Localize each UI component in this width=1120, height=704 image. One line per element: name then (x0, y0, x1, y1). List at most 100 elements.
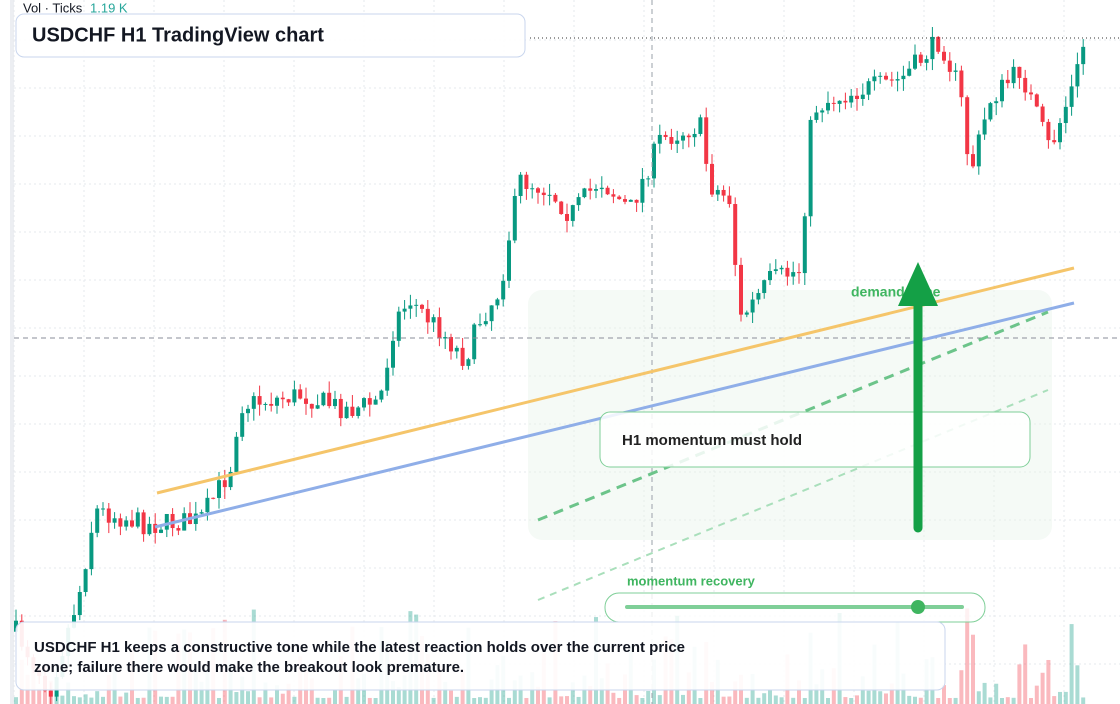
candle-body (628, 199, 633, 202)
candle-body (802, 216, 807, 274)
candle-body (141, 512, 146, 535)
volume-bar (814, 684, 819, 704)
candle-body (536, 188, 540, 193)
volume-bar (681, 694, 685, 704)
candle-body (199, 512, 204, 514)
candle-body (205, 497, 210, 513)
volume-bar (1011, 697, 1016, 704)
candle-body (727, 195, 732, 205)
candle-body (663, 134, 668, 138)
candle-body (855, 95, 859, 99)
volume-bar (971, 634, 975, 704)
volume-bar (779, 697, 784, 704)
candle-body (640, 178, 645, 203)
volume-bar (1052, 696, 1057, 704)
volume-bar (286, 683, 291, 704)
candle-body (89, 532, 94, 570)
candle-body (333, 398, 337, 407)
candle-body (831, 102, 836, 104)
candle-body (83, 569, 88, 593)
caption-box (15, 621, 946, 691)
candle-body (785, 267, 790, 277)
volume-bar (512, 680, 517, 704)
volume-bar (234, 692, 239, 704)
candle-body (48, 690, 53, 697)
candle-body (379, 390, 384, 400)
candle-body (744, 312, 749, 315)
candle-body (721, 189, 726, 196)
candle-body (994, 101, 999, 104)
candle-body (756, 293, 761, 300)
candle-body (292, 389, 297, 403)
volume-bar (367, 697, 372, 704)
volume-bar (275, 685, 279, 704)
candle-body (582, 188, 587, 198)
volume-bar (391, 681, 395, 704)
volume-bar (246, 691, 250, 704)
candle-body (913, 54, 917, 69)
candle-body (872, 76, 877, 82)
candle-body (971, 154, 975, 167)
candle-body (269, 403, 274, 406)
candle-body (182, 513, 187, 531)
candle-body (866, 81, 871, 95)
candle-body (965, 97, 970, 155)
candle-body (565, 214, 569, 221)
arrow-head (898, 262, 938, 306)
candle-body (95, 508, 100, 533)
candle-body (280, 397, 285, 400)
volume-bar (953, 697, 958, 704)
candle-body (860, 94, 865, 99)
candle-body (385, 367, 390, 391)
candle-body (437, 317, 442, 339)
volume-bar (1069, 624, 1074, 704)
candle-body (420, 304, 424, 309)
candle-body (124, 520, 129, 527)
volume-bar (449, 690, 453, 704)
volume-bar (257, 697, 262, 704)
candle-body (820, 110, 825, 113)
candle-body (947, 60, 952, 72)
candle-body (350, 406, 355, 416)
candle-body (489, 305, 494, 322)
candle-body (605, 187, 610, 195)
volume-bar (217, 697, 221, 704)
volume-bar (599, 678, 604, 704)
candle-body (704, 117, 709, 164)
candle-body (982, 119, 987, 135)
volume-bar (1000, 697, 1004, 704)
volume-bar (936, 697, 941, 704)
candle-body (710, 163, 714, 195)
candle-body (611, 194, 616, 197)
volume-bar (1023, 644, 1028, 704)
volume-bar (101, 696, 105, 704)
candle-body (791, 272, 796, 277)
volume-bar (43, 685, 47, 704)
candle-body (222, 480, 227, 488)
volume-bar (141, 697, 146, 704)
volume-bar (907, 695, 912, 704)
volume-bar (472, 697, 477, 704)
candle-body (895, 79, 900, 81)
volume-bar (443, 681, 448, 704)
volume-bar (315, 697, 320, 704)
candle-body (251, 396, 256, 409)
volume-bar (576, 696, 581, 704)
volume-bar (913, 696, 917, 704)
volume-bar (617, 697, 622, 704)
candle-body (570, 205, 575, 221)
volume-bar (89, 697, 94, 704)
volume-bar (849, 697, 854, 704)
volume-bar (1081, 697, 1086, 704)
volume-bar (640, 697, 645, 704)
volume-bar (280, 693, 285, 704)
slider-knob[interactable] (911, 600, 925, 614)
candle-body (315, 405, 320, 409)
candle-body (153, 523, 158, 533)
volume-bar (826, 697, 830, 704)
volume-bar (565, 696, 569, 704)
candle-body (1075, 64, 1080, 87)
candle-body (623, 199, 627, 202)
candle-body (889, 79, 894, 81)
candle-body (675, 140, 680, 144)
